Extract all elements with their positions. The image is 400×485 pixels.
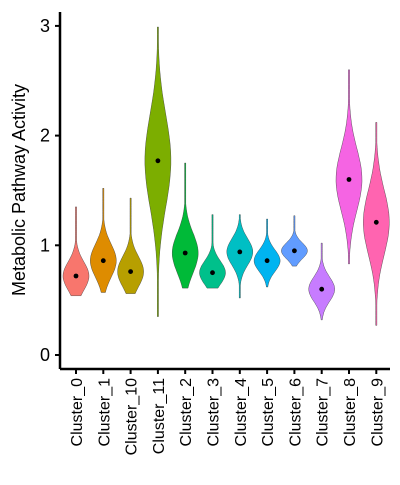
x-tick-label: Cluster_0 <box>69 378 86 447</box>
violin-cluster-8 <box>335 69 363 265</box>
violin-cluster-0 <box>62 206 90 296</box>
violin-cluster-11 <box>144 26 172 317</box>
violin-cluster-1 <box>90 188 117 293</box>
violin-cluster-4 <box>226 214 254 299</box>
violins-layer <box>62 26 390 326</box>
x-tick-label: Cluster_10 <box>124 378 141 455</box>
median-point-cluster-3 <box>210 270 215 276</box>
violin-cluster-7 <box>308 242 335 321</box>
median-point-cluster-2 <box>182 250 188 256</box>
violin-cluster-10 <box>117 197 144 294</box>
y-tick-label: 3 <box>40 16 50 36</box>
y-axis-label: Metabolic Pathway Activity <box>9 84 29 296</box>
median-point-cluster-7 <box>319 286 325 292</box>
x-tick-label: Cluster_2 <box>178 378 195 447</box>
x-tick-label: Cluster_9 <box>369 378 386 447</box>
median-point-cluster-0 <box>73 273 79 279</box>
x-tick-label: Cluster_8 <box>342 378 359 447</box>
y-tick-label: 0 <box>40 345 50 365</box>
violin-cluster-2 <box>171 162 199 289</box>
median-point-cluster-5 <box>264 258 270 264</box>
median-point-cluster-4 <box>237 249 243 255</box>
median-point-cluster-8 <box>346 177 352 182</box>
x-tick-label: Cluster_11 <box>151 378 168 454</box>
median-point-cluster-11 <box>155 158 161 164</box>
violin-cluster-5 <box>253 218 281 288</box>
median-point-cluster-1 <box>100 258 106 264</box>
x-tick-label: Cluster_4 <box>233 378 250 447</box>
median-point-cluster-10 <box>128 269 134 274</box>
x-tick-label: Cluster_5 <box>260 378 277 447</box>
violin-cluster-6 <box>281 215 308 267</box>
median-point-cluster-9 <box>373 219 379 225</box>
y-tick-label: 1 <box>40 235 50 255</box>
violin-cluster-3 <box>199 214 226 289</box>
median-point-cluster-6 <box>292 248 297 254</box>
x-tick-label: Cluster_1 <box>96 378 113 447</box>
y-tick-label: 2 <box>40 126 50 146</box>
x-tick-label: Cluster_7 <box>315 378 332 447</box>
x-tick-label: Cluster_6 <box>287 378 304 447</box>
x-tick-label: Cluster_3 <box>206 378 223 447</box>
axes-layer: Cluster_0 Cluster_1 Cluster_10 Cluster_11 Cl… <box>40 12 390 455</box>
